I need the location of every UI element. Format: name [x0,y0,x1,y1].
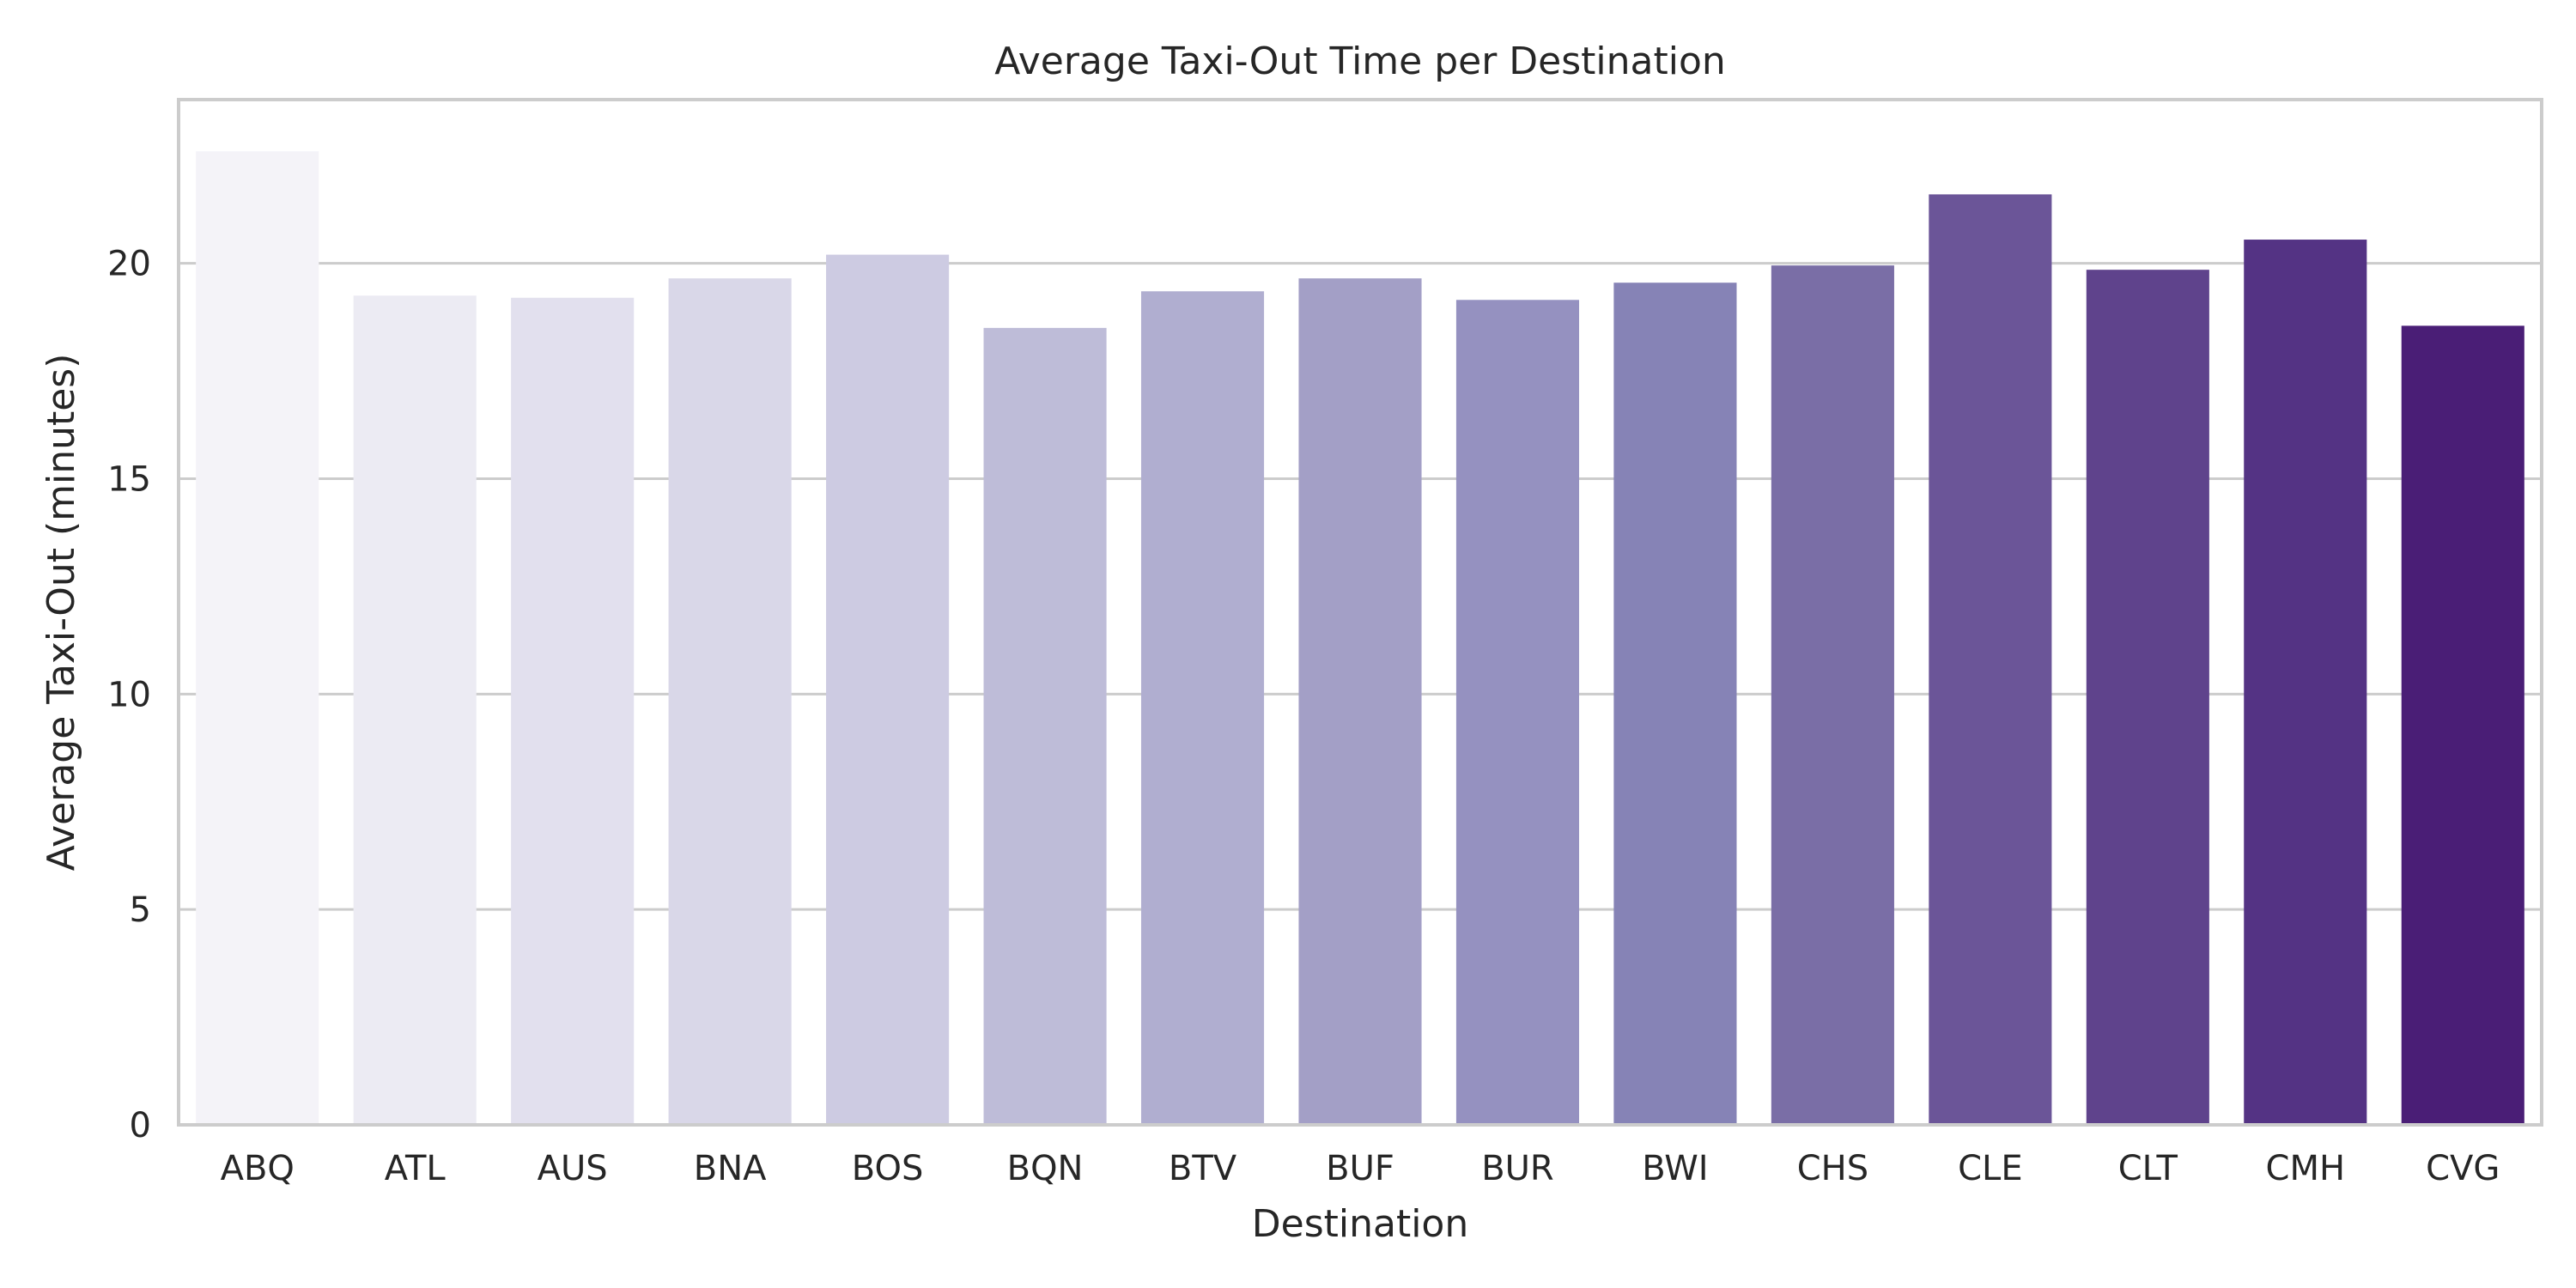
y-axis-title: Average Taxi-Out (minutes) [39,354,83,872]
bar-aus [511,297,635,1126]
bar-cmh [2244,240,2367,1126]
x-tick-label-bos: BOS [852,1149,924,1188]
bar-bwi [1613,283,1737,1125]
x-tick-label-cle: CLE [1958,1149,2023,1188]
bar-buf [1298,278,1422,1125]
bar-bqn [983,327,1107,1125]
x-tick-label-buf: BUF [1326,1149,1394,1188]
bar-bos [826,254,950,1125]
bar-atl [353,295,477,1125]
chart-title: Average Taxi-Out Time per Destination [994,39,1726,83]
bar-bna [668,278,792,1125]
x-tick-label-cvg: CVG [2426,1149,2500,1188]
plot-frame [177,98,2543,1127]
y-tick-labels: 0 5 10 15 20 [107,245,151,1145]
x-tick-label-abq: ABQ [221,1149,295,1188]
x-tick-labels: ABQ ATL AUS BNA BOS BQN BTV BUF BUR BWI CHS CLE CLT C… [221,1149,2500,1188]
y-tick-label: 5 [130,890,151,930]
x-tick-label-aus: AUS [538,1149,608,1188]
x-tick-label-bur: BUR [1481,1149,1554,1188]
bar-bur [1455,300,1580,1126]
x-tick-label-cmh: CMH [2266,1149,2346,1188]
x-tick-label-chs: CHS [1797,1149,1868,1188]
x-tick-label-btv: BTV [1169,1149,1237,1188]
x-tick-label-bqn: BQN [1007,1149,1084,1188]
bars [196,151,2524,1126]
y-tick-label: 10 [107,675,151,714]
x-tick-label-bwi: BWI [1642,1149,1708,1188]
x-tick-label-atl: ATL [385,1149,447,1188]
y-tick-label: 0 [130,1106,151,1145]
x-axis-title: Destination [1252,1202,1468,1246]
x-tick-label-clt: CLT [2118,1149,2178,1188]
y-tick-label: 20 [107,245,151,284]
bar-clt [2086,270,2209,1125]
bar-cvg [2401,325,2524,1126]
y-tick-label: 15 [107,459,151,499]
bar-chs [1771,265,1894,1125]
x-tick-label-bna: BNA [694,1149,767,1188]
bar-abq [196,151,319,1126]
bar-btv [1140,291,1265,1125]
bar-cle [1929,194,2052,1125]
